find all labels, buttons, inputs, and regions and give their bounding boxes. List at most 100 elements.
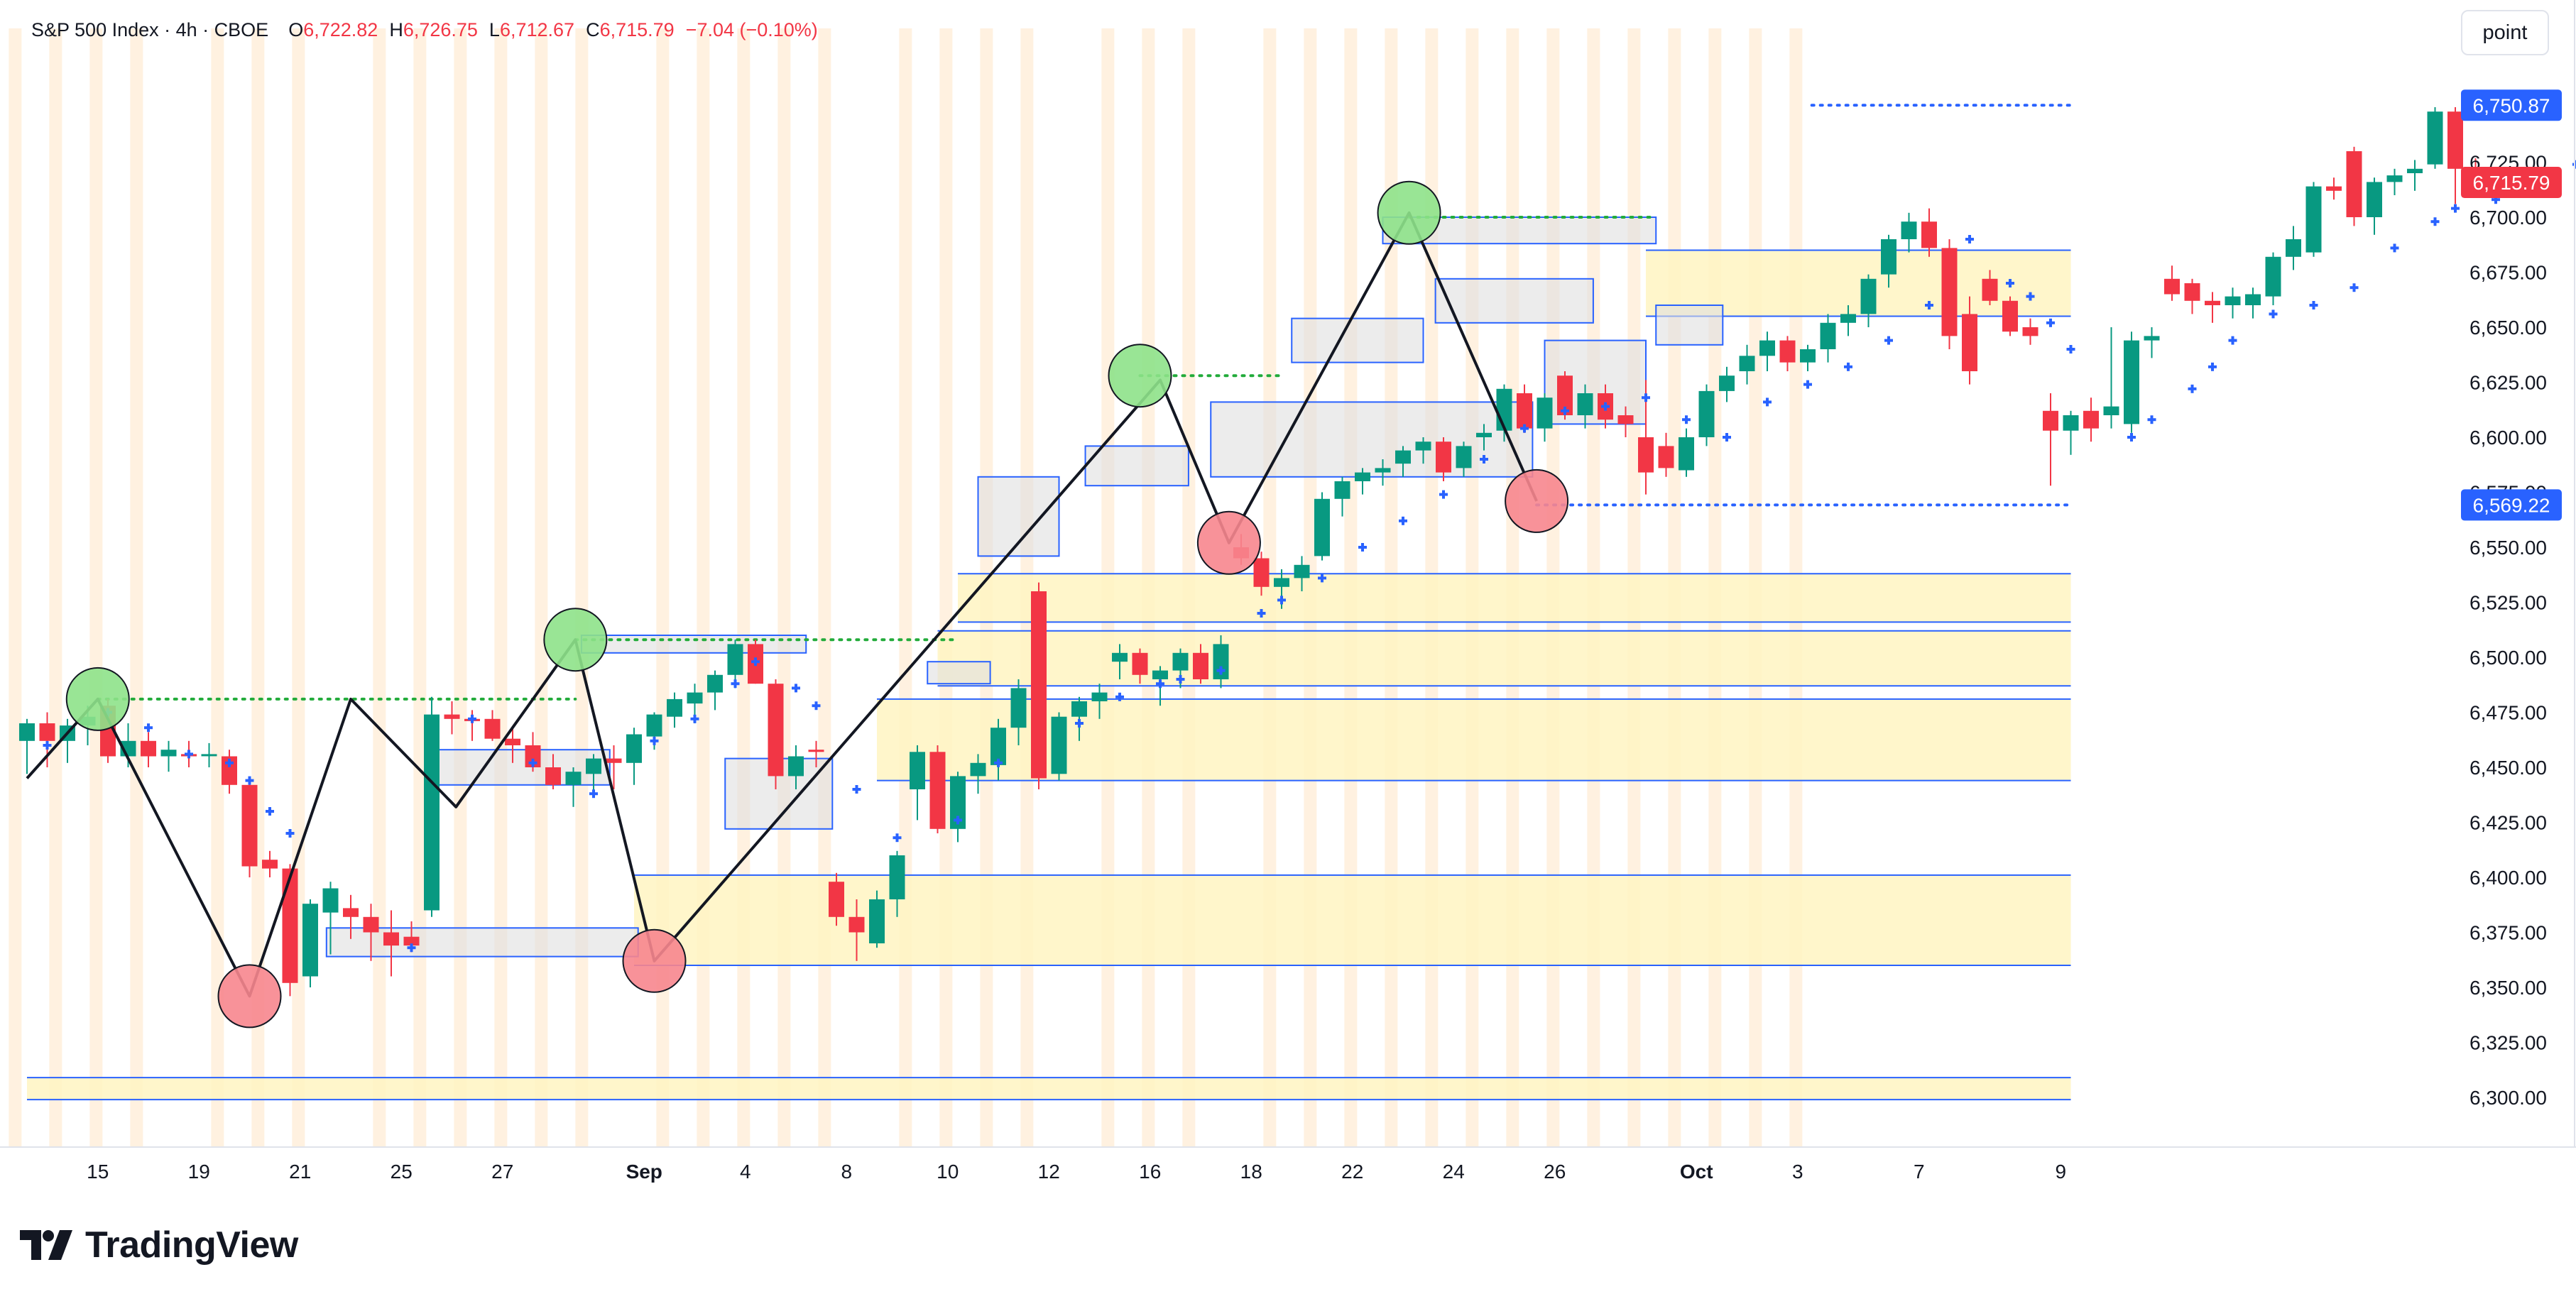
psar-marker: [285, 829, 295, 838]
candle-up: [2386, 175, 2403, 182]
candle-down: [1517, 393, 1532, 429]
candle-down: [2184, 283, 2200, 301]
symbol-title: S&P 500 Index · 4h · CBOE: [31, 18, 269, 40]
psar-marker: [751, 657, 760, 667]
candle-up: [1901, 221, 1917, 239]
price-axis-label: 6,325.00: [2469, 1032, 2547, 1054]
price-axis-label: 6,475.00: [2469, 702, 2547, 724]
swing-high-marker: [65, 667, 130, 731]
price-badge-label: 6,750.87: [2473, 94, 2550, 116]
psar-marker: [1480, 455, 1488, 464]
candle-up: [1294, 564, 1310, 579]
candle-up: [2245, 294, 2261, 305]
candle-down: [1193, 652, 1208, 679]
session-highlight: [454, 28, 467, 1146]
price-axis-label: 6,700.00: [2469, 207, 2547, 229]
price-axis-label: 6,625.00: [2469, 372, 2547, 394]
candle-up: [1840, 314, 1856, 323]
candle-down: [141, 740, 156, 757]
psar-marker: [1075, 719, 1084, 728]
candle-up: [910, 752, 925, 789]
price-badge: [2461, 167, 2562, 199]
time-axis-label: 8: [841, 1161, 852, 1183]
time-axis-label: 21: [289, 1161, 311, 1183]
candle-up: [1698, 390, 1715, 437]
session-highlight: [49, 28, 62, 1146]
psar-marker: [144, 723, 153, 733]
psar-marker: [812, 701, 821, 711]
fvg-zone: [27, 1078, 2071, 1100]
tradingview-logo[interactable]: TradingView: [20, 1224, 298, 1266]
candle-up: [1476, 432, 1492, 437]
session-highlight: [89, 28, 103, 1146]
price-scale-mode-button[interactable]: point: [2461, 10, 2549, 55]
candle-up: [1739, 356, 1755, 371]
psar-marker: [266, 807, 274, 816]
swing-high-marker: [543, 608, 608, 672]
candle-down: [929, 752, 946, 829]
legend-low: L6,712.67: [489, 18, 575, 40]
candle-up: [1577, 393, 1593, 415]
candle-up: [889, 855, 905, 899]
price-badge-label: 6,569.22: [2473, 494, 2550, 516]
psar-marker: [731, 679, 740, 689]
tradingview-logo-text: TradingView: [85, 1224, 298, 1266]
session-highlight: [777, 28, 791, 1146]
candlestick-chart[interactable]: 6,300.00 6,325.00 6,350.00 6,375.00 6,400.00…: [0, 0, 2576, 1207]
psar-marker: [2026, 292, 2035, 301]
candle-up: [1415, 442, 1431, 451]
psar-marker: [1216, 666, 1226, 675]
psar-marker: [1965, 235, 1974, 243]
psar-marker: [2046, 318, 2055, 327]
fvg-zone: [958, 574, 2071, 623]
time-axis-label: 4: [740, 1161, 751, 1183]
time-axis-label: 24: [1443, 1161, 1465, 1183]
price-axis-label: 6,375.00: [2469, 922, 2547, 944]
candle-up: [1172, 652, 1189, 671]
tradingview-logo-icon: [20, 1230, 72, 1260]
price-axis-label: 6,450.00: [2469, 757, 2547, 779]
session-highlight: [535, 28, 548, 1146]
candle-down: [2346, 151, 2362, 217]
price-axis-label: 6,425.00: [2469, 812, 2547, 834]
psar-marker: [185, 750, 193, 759]
candle-up: [2103, 406, 2119, 415]
candle-down: [2022, 327, 2039, 336]
candle-down: [545, 767, 561, 785]
candle-up: [707, 674, 723, 693]
candle-down: [363, 916, 379, 933]
session-highlight: [373, 28, 386, 1146]
legend-open: O6,722.82: [288, 18, 378, 40]
candle-up: [322, 888, 339, 913]
order-block: [1291, 317, 1424, 363]
candle-down: [2447, 111, 2463, 169]
psar-marker: [245, 776, 254, 785]
psar-marker: [225, 758, 234, 767]
psar-marker: [1520, 424, 1529, 433]
time-axis-label: 3: [1792, 1161, 1803, 1183]
candle-up: [1679, 437, 1694, 471]
candle-up: [2225, 296, 2241, 305]
candle-up: [869, 899, 885, 943]
candle-up: [2407, 168, 2423, 173]
candle-down: [808, 750, 824, 752]
candle-up: [1860, 278, 1877, 314]
candle-up: [1395, 450, 1411, 464]
psar-marker: [954, 816, 962, 825]
psar-marker: [2451, 204, 2460, 213]
candle-up: [1881, 239, 1896, 275]
order-block: [1434, 278, 1594, 324]
psar-marker: [994, 758, 1003, 767]
candle-up: [1274, 578, 1289, 587]
candle-up: [2063, 415, 2079, 431]
price-axis-label: 6,675.00: [2469, 262, 2547, 284]
session-highlight: [656, 28, 670, 1146]
psar-marker: [893, 833, 902, 843]
candle-up: [2124, 340, 2139, 424]
psar-marker: [1925, 301, 1933, 309]
candle-up: [950, 776, 966, 829]
candle-up: [2305, 186, 2322, 253]
time-axis-label: 27: [491, 1161, 513, 1183]
swing-low-marker: [622, 928, 687, 993]
time-axis-label: 26: [1544, 1161, 1566, 1183]
